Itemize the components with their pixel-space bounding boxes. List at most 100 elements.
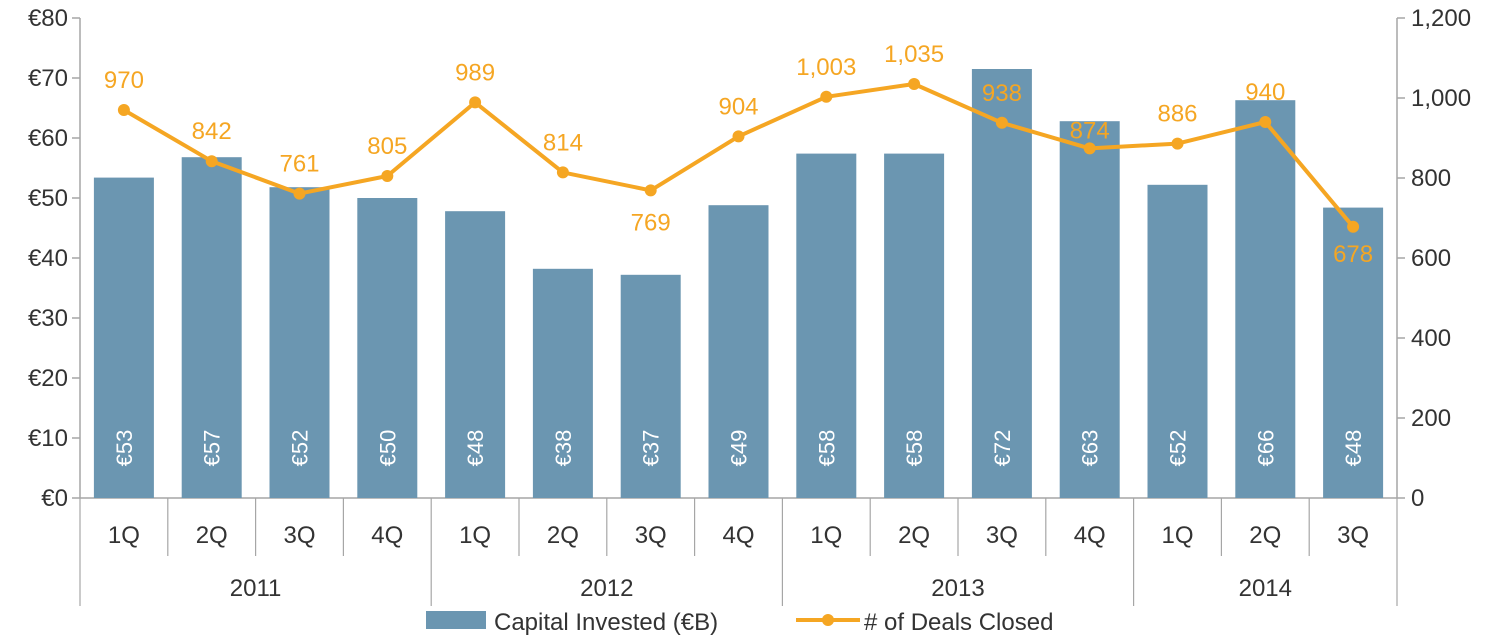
line-value-label: 989 <box>455 59 495 86</box>
line-point <box>469 96 482 109</box>
x-category-label: 1Q <box>459 522 491 549</box>
bar-value-label: €52 <box>288 430 313 467</box>
x-year-label: 2013 <box>931 575 984 602</box>
line-point <box>1083 142 1096 155</box>
bar-value-label: €38 <box>551 430 576 467</box>
line-value-label: 805 <box>367 133 407 160</box>
bar-value-label: €53 <box>112 430 137 467</box>
x-year-label: 2014 <box>1239 575 1292 602</box>
x-category-label: 2Q <box>196 522 228 549</box>
bar-value-label: €58 <box>902 430 927 467</box>
x-category-label: 1Q <box>810 522 842 549</box>
y-left-tick-label: €50 <box>28 185 68 212</box>
line-value-label: 886 <box>1157 101 1197 128</box>
line-point <box>293 187 306 200</box>
legend: Capital Invested (€B) # of Deals Closed <box>426 609 1053 636</box>
line-value-label: 940 <box>1245 79 1285 106</box>
line-point <box>644 184 657 197</box>
y-left-tick-label: €0 <box>41 485 68 512</box>
x-category-label: 3Q <box>1337 522 1369 549</box>
x-category-label: 2Q <box>898 522 930 549</box>
x-category-label: 4Q <box>371 522 403 549</box>
bar <box>971 69 1032 498</box>
bar-value-label: €37 <box>639 430 664 467</box>
y-left-tick-label: €30 <box>28 305 68 332</box>
bar <box>532 268 593 498</box>
y-right-tick-label: 600 <box>1411 245 1451 272</box>
y-left-tick-label: €70 <box>28 65 68 92</box>
bar-value-label: €72 <box>990 430 1015 467</box>
bar <box>1323 207 1384 498</box>
legend-bar-swatch <box>426 611 486 629</box>
bar <box>620 274 681 498</box>
y-right-tick-label: 400 <box>1411 325 1451 352</box>
bar-value-label: €58 <box>814 430 839 467</box>
bar <box>708 205 769 498</box>
legend-line-label: # of Deals Closed <box>864 609 1053 636</box>
line-value-label: 842 <box>192 118 232 145</box>
bar <box>93 177 154 498</box>
x-category-label: 3Q <box>635 522 667 549</box>
bars-layer: €53 €57 €52 €50 €48 €38 €37 €49 €58 €58 €72 €63 €52 €… <box>93 69 1384 499</box>
legend-bar-label: Capital Invested (€B) <box>494 609 718 636</box>
line-value-label: 814 <box>543 129 583 156</box>
legend-line-marker <box>822 614 834 626</box>
bar-value-label: €52 <box>1166 430 1191 467</box>
bar <box>445 211 506 498</box>
y-left-tick-label: €10 <box>28 425 68 452</box>
labels-layer: 970 842 761 805 989 814 769 904 1,003 1,035 938 874… <box>104 41 1373 268</box>
axes-layer: €0 €10 €20 €30 €40 €50 €60 €70 €80 0 200 400 600 800 1… <box>28 5 1471 606</box>
y-left-tick-label: €40 <box>28 245 68 272</box>
x-category-label: 2Q <box>1249 522 1281 549</box>
line-value-label: 970 <box>104 67 144 94</box>
y-right-tick-label: 1,200 <box>1411 5 1471 32</box>
x-year-label: 2012 <box>580 575 633 602</box>
line-value-label: 761 <box>279 151 319 178</box>
bar <box>796 153 857 498</box>
bar <box>1059 121 1120 498</box>
x-category-label: 3Q <box>283 522 315 549</box>
line-point <box>1347 220 1360 233</box>
y-left-tick-label: €60 <box>28 125 68 152</box>
bar <box>1235 100 1296 498</box>
bar-value-label: €49 <box>727 430 752 467</box>
line-value-label: 874 <box>1070 117 1110 144</box>
bar-value-label: €63 <box>1078 430 1103 467</box>
bar-value-label: €50 <box>375 430 400 467</box>
line-point <box>995 116 1008 129</box>
bar-value-label: €48 <box>463 430 488 467</box>
line-point <box>1171 137 1184 150</box>
y-right-tick-label: 800 <box>1411 165 1451 192</box>
bar <box>1147 184 1208 499</box>
x-category-label: 1Q <box>108 522 140 549</box>
line-point <box>908 78 921 90</box>
bar-value-label: €57 <box>200 430 225 467</box>
x-category-label: 3Q <box>986 522 1018 549</box>
y-right-tick-label: 200 <box>1411 405 1451 432</box>
x-category-label: 2Q <box>547 522 579 549</box>
line-value-label: 678 <box>1333 241 1373 268</box>
bar <box>269 187 330 498</box>
line-point <box>381 170 394 182</box>
bar <box>357 198 418 498</box>
line-layer <box>117 78 1360 233</box>
line-point <box>732 130 745 143</box>
line-point <box>205 155 218 168</box>
y-right-tick-label: 0 <box>1411 485 1424 512</box>
line-value-label: 769 <box>631 209 671 236</box>
bar-value-label: €66 <box>1253 430 1278 467</box>
bar <box>181 157 242 498</box>
line-point <box>117 104 130 116</box>
y-left-tick-label: €20 <box>28 365 68 392</box>
x-category-label: 4Q <box>1074 522 1106 549</box>
x-year-label: 2011 <box>230 575 282 602</box>
bar <box>884 153 945 498</box>
line-point <box>820 90 833 103</box>
x-category-label: 1Q <box>1161 522 1193 549</box>
line-value-label: 904 <box>718 93 758 120</box>
y-right-tick-label: 1,000 <box>1411 85 1471 112</box>
line-value-label: 938 <box>982 80 1022 107</box>
line-point <box>556 166 569 179</box>
